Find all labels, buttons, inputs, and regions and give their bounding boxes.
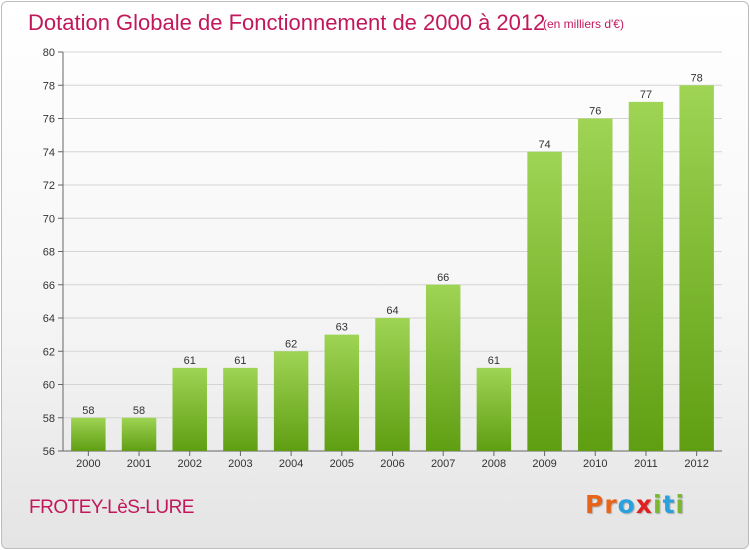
logo-letter: r bbox=[604, 490, 618, 519]
logo-letter: i bbox=[653, 490, 663, 519]
bar-2001[interactable] bbox=[121, 417, 157, 451]
x-tick-label: 2004 bbox=[279, 458, 303, 470]
value-label: 58 bbox=[82, 405, 94, 417]
bar-2008[interactable] bbox=[476, 367, 512, 451]
x-tick-label: 2012 bbox=[684, 458, 708, 470]
commune-name: FROTEY-LèS-LURE bbox=[29, 497, 194, 518]
x-tick-label: 2006 bbox=[380, 458, 404, 470]
logo-letter: i bbox=[675, 490, 686, 519]
value-label: 74 bbox=[538, 139, 550, 151]
logo-letter: o bbox=[617, 490, 636, 519]
x-tick-label: 2009 bbox=[532, 458, 556, 470]
value-label: 58 bbox=[133, 405, 145, 417]
value-label: 78 bbox=[691, 72, 703, 84]
bar-2006[interactable] bbox=[375, 318, 410, 451]
logo-letter: P bbox=[585, 490, 605, 519]
value-label: 77 bbox=[640, 89, 652, 101]
bar-2000[interactable] bbox=[71, 417, 106, 451]
value-label: 62 bbox=[285, 338, 297, 350]
y-tick-label: 64 bbox=[43, 313, 55, 325]
logo-letter: t bbox=[662, 490, 676, 519]
y-tick-label: 70 bbox=[43, 213, 55, 225]
x-tick-label: 2002 bbox=[177, 458, 201, 470]
bar-2012[interactable] bbox=[679, 85, 714, 451]
logo-letter: x bbox=[635, 490, 653, 519]
value-label: 76 bbox=[589, 106, 601, 118]
bar-2002[interactable] bbox=[172, 367, 207, 451]
y-tick-label: 60 bbox=[43, 380, 55, 392]
value-label: 61 bbox=[184, 355, 196, 367]
proxiti-logo[interactable]: Proxiti bbox=[585, 490, 685, 519]
value-label: 63 bbox=[336, 322, 348, 334]
value-label: 66 bbox=[437, 272, 449, 284]
value-label: 64 bbox=[386, 305, 398, 317]
bar-2004[interactable] bbox=[273, 351, 309, 451]
x-tick-label: 2011 bbox=[634, 458, 658, 470]
value-label: 61 bbox=[234, 355, 246, 367]
x-tick-label: 2007 bbox=[431, 458, 455, 470]
x-tick-label: 2008 bbox=[482, 458, 506, 470]
bar-2005[interactable] bbox=[324, 334, 360, 451]
x-tick-label: 2001 bbox=[127, 458, 151, 470]
bar-2009[interactable] bbox=[527, 151, 562, 451]
y-tick-label: 78 bbox=[43, 80, 55, 92]
bar-2010[interactable] bbox=[578, 118, 613, 452]
y-tick-label: 68 bbox=[43, 247, 55, 259]
y-tick-label: 66 bbox=[43, 280, 55, 292]
y-tick-label: 72 bbox=[43, 180, 55, 192]
y-tick-label: 58 bbox=[43, 413, 55, 425]
bar-2011[interactable] bbox=[628, 101, 664, 451]
chart-title: Dotation Globale de Fonctionnement de 20… bbox=[28, 10, 546, 35]
y-tick-label: 80 bbox=[43, 47, 55, 59]
x-tick-label: 2010 bbox=[583, 458, 607, 470]
bar-2003[interactable] bbox=[223, 367, 258, 451]
y-tick-label: 56 bbox=[43, 446, 55, 458]
y-tick-label: 76 bbox=[43, 114, 55, 126]
x-tick-label: 2000 bbox=[76, 458, 100, 470]
value-label: 61 bbox=[488, 355, 500, 367]
x-tick-label: 2005 bbox=[330, 458, 354, 470]
bar-2007[interactable] bbox=[425, 284, 461, 451]
y-tick-label: 62 bbox=[43, 346, 55, 358]
bars bbox=[71, 85, 714, 451]
chart-subtitle: (en milliers d'€) bbox=[543, 17, 624, 31]
x-tick-label: 2003 bbox=[228, 458, 252, 470]
y-tick-label: 74 bbox=[43, 147, 55, 159]
labels: 56 58 60 62 64 66 68 70 72 74 76 78 80 2000 58 2001 58 20… bbox=[43, 47, 709, 470]
